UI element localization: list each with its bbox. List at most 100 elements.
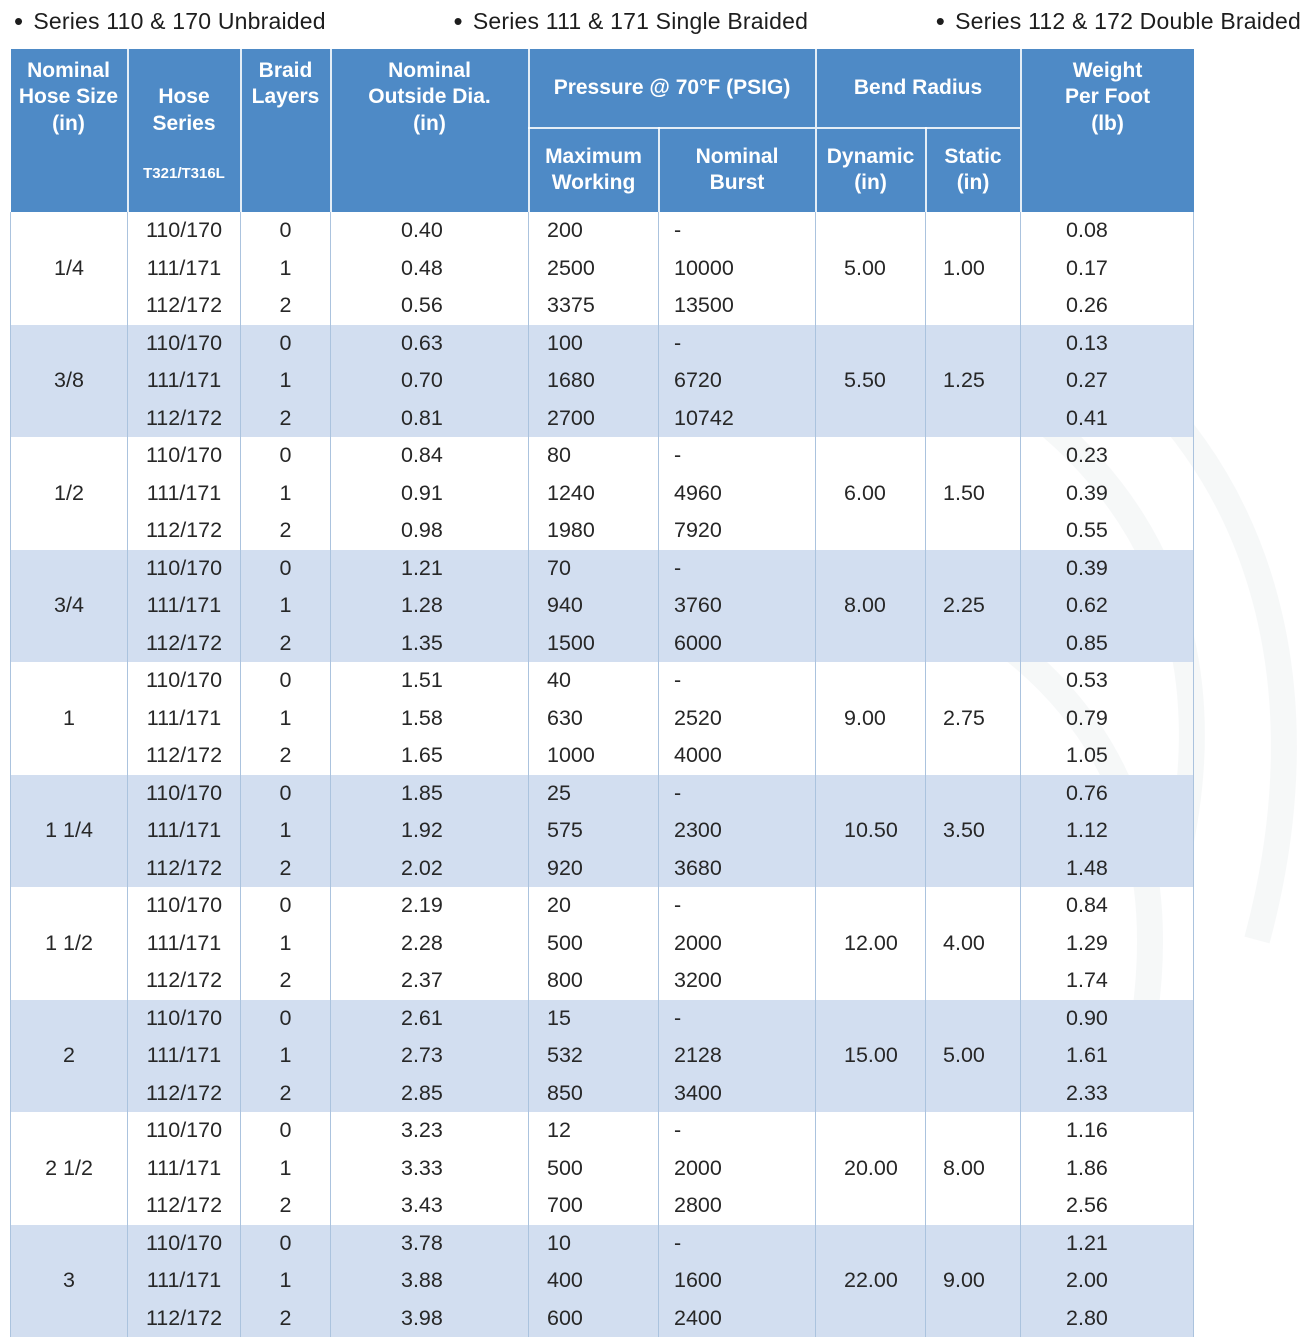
dynamic-bend-cell: 20.00: [816, 1112, 926, 1225]
max-working-cell: 10: [529, 1225, 659, 1263]
series-cell: 112/172: [128, 625, 241, 663]
series-cell: 111/171: [128, 250, 241, 288]
max-working-cell: 920: [529, 850, 659, 888]
outside-dia-cell: 0.63: [331, 325, 529, 363]
braid-layers-cell: 0: [241, 1112, 331, 1150]
max-working-cell: 1240: [529, 475, 659, 513]
braid-layers-cell: 2: [241, 400, 331, 438]
col-header-static: Static (in): [926, 128, 1021, 212]
max-working-cell: 500: [529, 925, 659, 963]
braid-layers-cell: 0: [241, 212, 331, 250]
max-working-cell: 532: [529, 1037, 659, 1075]
dynamic-bend-cell: 6.00: [816, 437, 926, 550]
braid-layers-cell: 0: [241, 1000, 331, 1038]
series-cell: 111/171: [128, 1262, 241, 1300]
max-working-cell: 100: [529, 325, 659, 363]
burst-cell: 6720: [659, 362, 816, 400]
col-header-hose-series: Hose Series T321/T316L: [128, 49, 241, 212]
braid-layers-cell: 2: [241, 512, 331, 550]
outside-dia-cell: 0.98: [331, 512, 529, 550]
hose-size-cell: 2 1/2: [11, 1112, 128, 1225]
hose-size-cell: 2: [11, 1000, 128, 1113]
col-header-outside-dia: Nominal Outside Dia. (in): [331, 49, 529, 212]
braid-layers-cell: 1: [241, 475, 331, 513]
dynamic-bend-cell: 22.00: [816, 1225, 926, 1337]
burst-cell: -: [659, 212, 816, 250]
braid-layers-cell: 2: [241, 850, 331, 888]
burst-cell: 2000: [659, 925, 816, 963]
static-bend-cell: 3.50: [926, 775, 1021, 888]
burst-cell: 10000: [659, 250, 816, 288]
braid-layers-cell: 1: [241, 250, 331, 288]
dynamic-bend-cell: 15.00: [816, 1000, 926, 1113]
dynamic-bend-cell: 9.00: [816, 662, 926, 775]
outside-dia-cell: 0.84: [331, 437, 529, 475]
outside-dia-cell: 0.70: [331, 362, 529, 400]
braid-layers-cell: 2: [241, 962, 331, 1000]
series-cell: 111/171: [128, 700, 241, 738]
braid-layers-cell: 1: [241, 1037, 331, 1075]
weight-cell: 0.79: [1021, 700, 1194, 738]
series-cell: 110/170: [128, 1225, 241, 1263]
max-working-cell: 1680: [529, 362, 659, 400]
max-working-cell: 700: [529, 1187, 659, 1225]
max-working-cell: 1980: [529, 512, 659, 550]
max-working-cell: 25: [529, 775, 659, 813]
col-header-hose-series-sub: T321/T316L: [131, 165, 238, 184]
braid-layers-cell: 2: [241, 287, 331, 325]
burst-cell: 3760: [659, 587, 816, 625]
series-cell: 111/171: [128, 475, 241, 513]
outside-dia-cell: 3.98: [331, 1300, 529, 1337]
weight-cell: 1.29: [1021, 925, 1194, 963]
col-header-pressure-group: Pressure @ 70°F (PSIG): [529, 49, 816, 128]
burst-cell: -: [659, 887, 816, 925]
burst-cell: 1600: [659, 1262, 816, 1300]
static-bend-cell: 2.75: [926, 662, 1021, 775]
series-cell: 111/171: [128, 587, 241, 625]
max-working-cell: 15: [529, 1000, 659, 1038]
braid-layers-cell: 0: [241, 1225, 331, 1263]
braid-layers-cell: 1: [241, 587, 331, 625]
weight-cell: 1.12: [1021, 812, 1194, 850]
hose-size-cell: 1 1/2: [11, 887, 128, 1000]
col-header-hose-series-main: Hose Series: [131, 84, 238, 137]
braid-layers-cell: 0: [241, 550, 331, 588]
series-cell: 111/171: [128, 812, 241, 850]
braid-layers-cell: 0: [241, 325, 331, 363]
braid-layers-cell: 0: [241, 887, 331, 925]
max-working-cell: 800: [529, 962, 659, 1000]
weight-cell: 0.13: [1021, 325, 1194, 363]
outside-dia-cell: 0.81: [331, 400, 529, 438]
braid-layers-cell: 2: [241, 1187, 331, 1225]
hose-spec-table: Nominal Hose Size (in) Hose Series T321/…: [10, 49, 1194, 1337]
outside-dia-cell: 3.78: [331, 1225, 529, 1263]
burst-cell: 2300: [659, 812, 816, 850]
burst-cell: 2400: [659, 1300, 816, 1337]
outside-dia-cell: 3.33: [331, 1150, 529, 1188]
series-cell: 112/172: [128, 962, 241, 1000]
outside-dia-cell: 2.85: [331, 1075, 529, 1113]
legend-item-single-braided: • Series 111 & 171 Single Braided: [454, 8, 809, 35]
max-working-cell: 400: [529, 1262, 659, 1300]
braid-layers-cell: 2: [241, 625, 331, 663]
weight-cell: 0.39: [1021, 475, 1194, 513]
series-cell: 110/170: [128, 212, 241, 250]
braid-layers-cell: 1: [241, 700, 331, 738]
burst-cell: -: [659, 1225, 816, 1263]
burst-cell: -: [659, 1000, 816, 1038]
max-working-cell: 575: [529, 812, 659, 850]
burst-cell: 4000: [659, 737, 816, 775]
col-header-braid-layers: Braid Layers: [241, 49, 331, 212]
weight-cell: 0.17: [1021, 250, 1194, 288]
static-bend-cell: 1.25: [926, 325, 1021, 438]
outside-dia-cell: 1.28: [331, 587, 529, 625]
outside-dia-cell: 1.21: [331, 550, 529, 588]
burst-cell: -: [659, 437, 816, 475]
outside-dia-cell: 1.58: [331, 700, 529, 738]
weight-cell: 0.62: [1021, 587, 1194, 625]
max-working-cell: 2500: [529, 250, 659, 288]
weight-cell: 2.56: [1021, 1187, 1194, 1225]
